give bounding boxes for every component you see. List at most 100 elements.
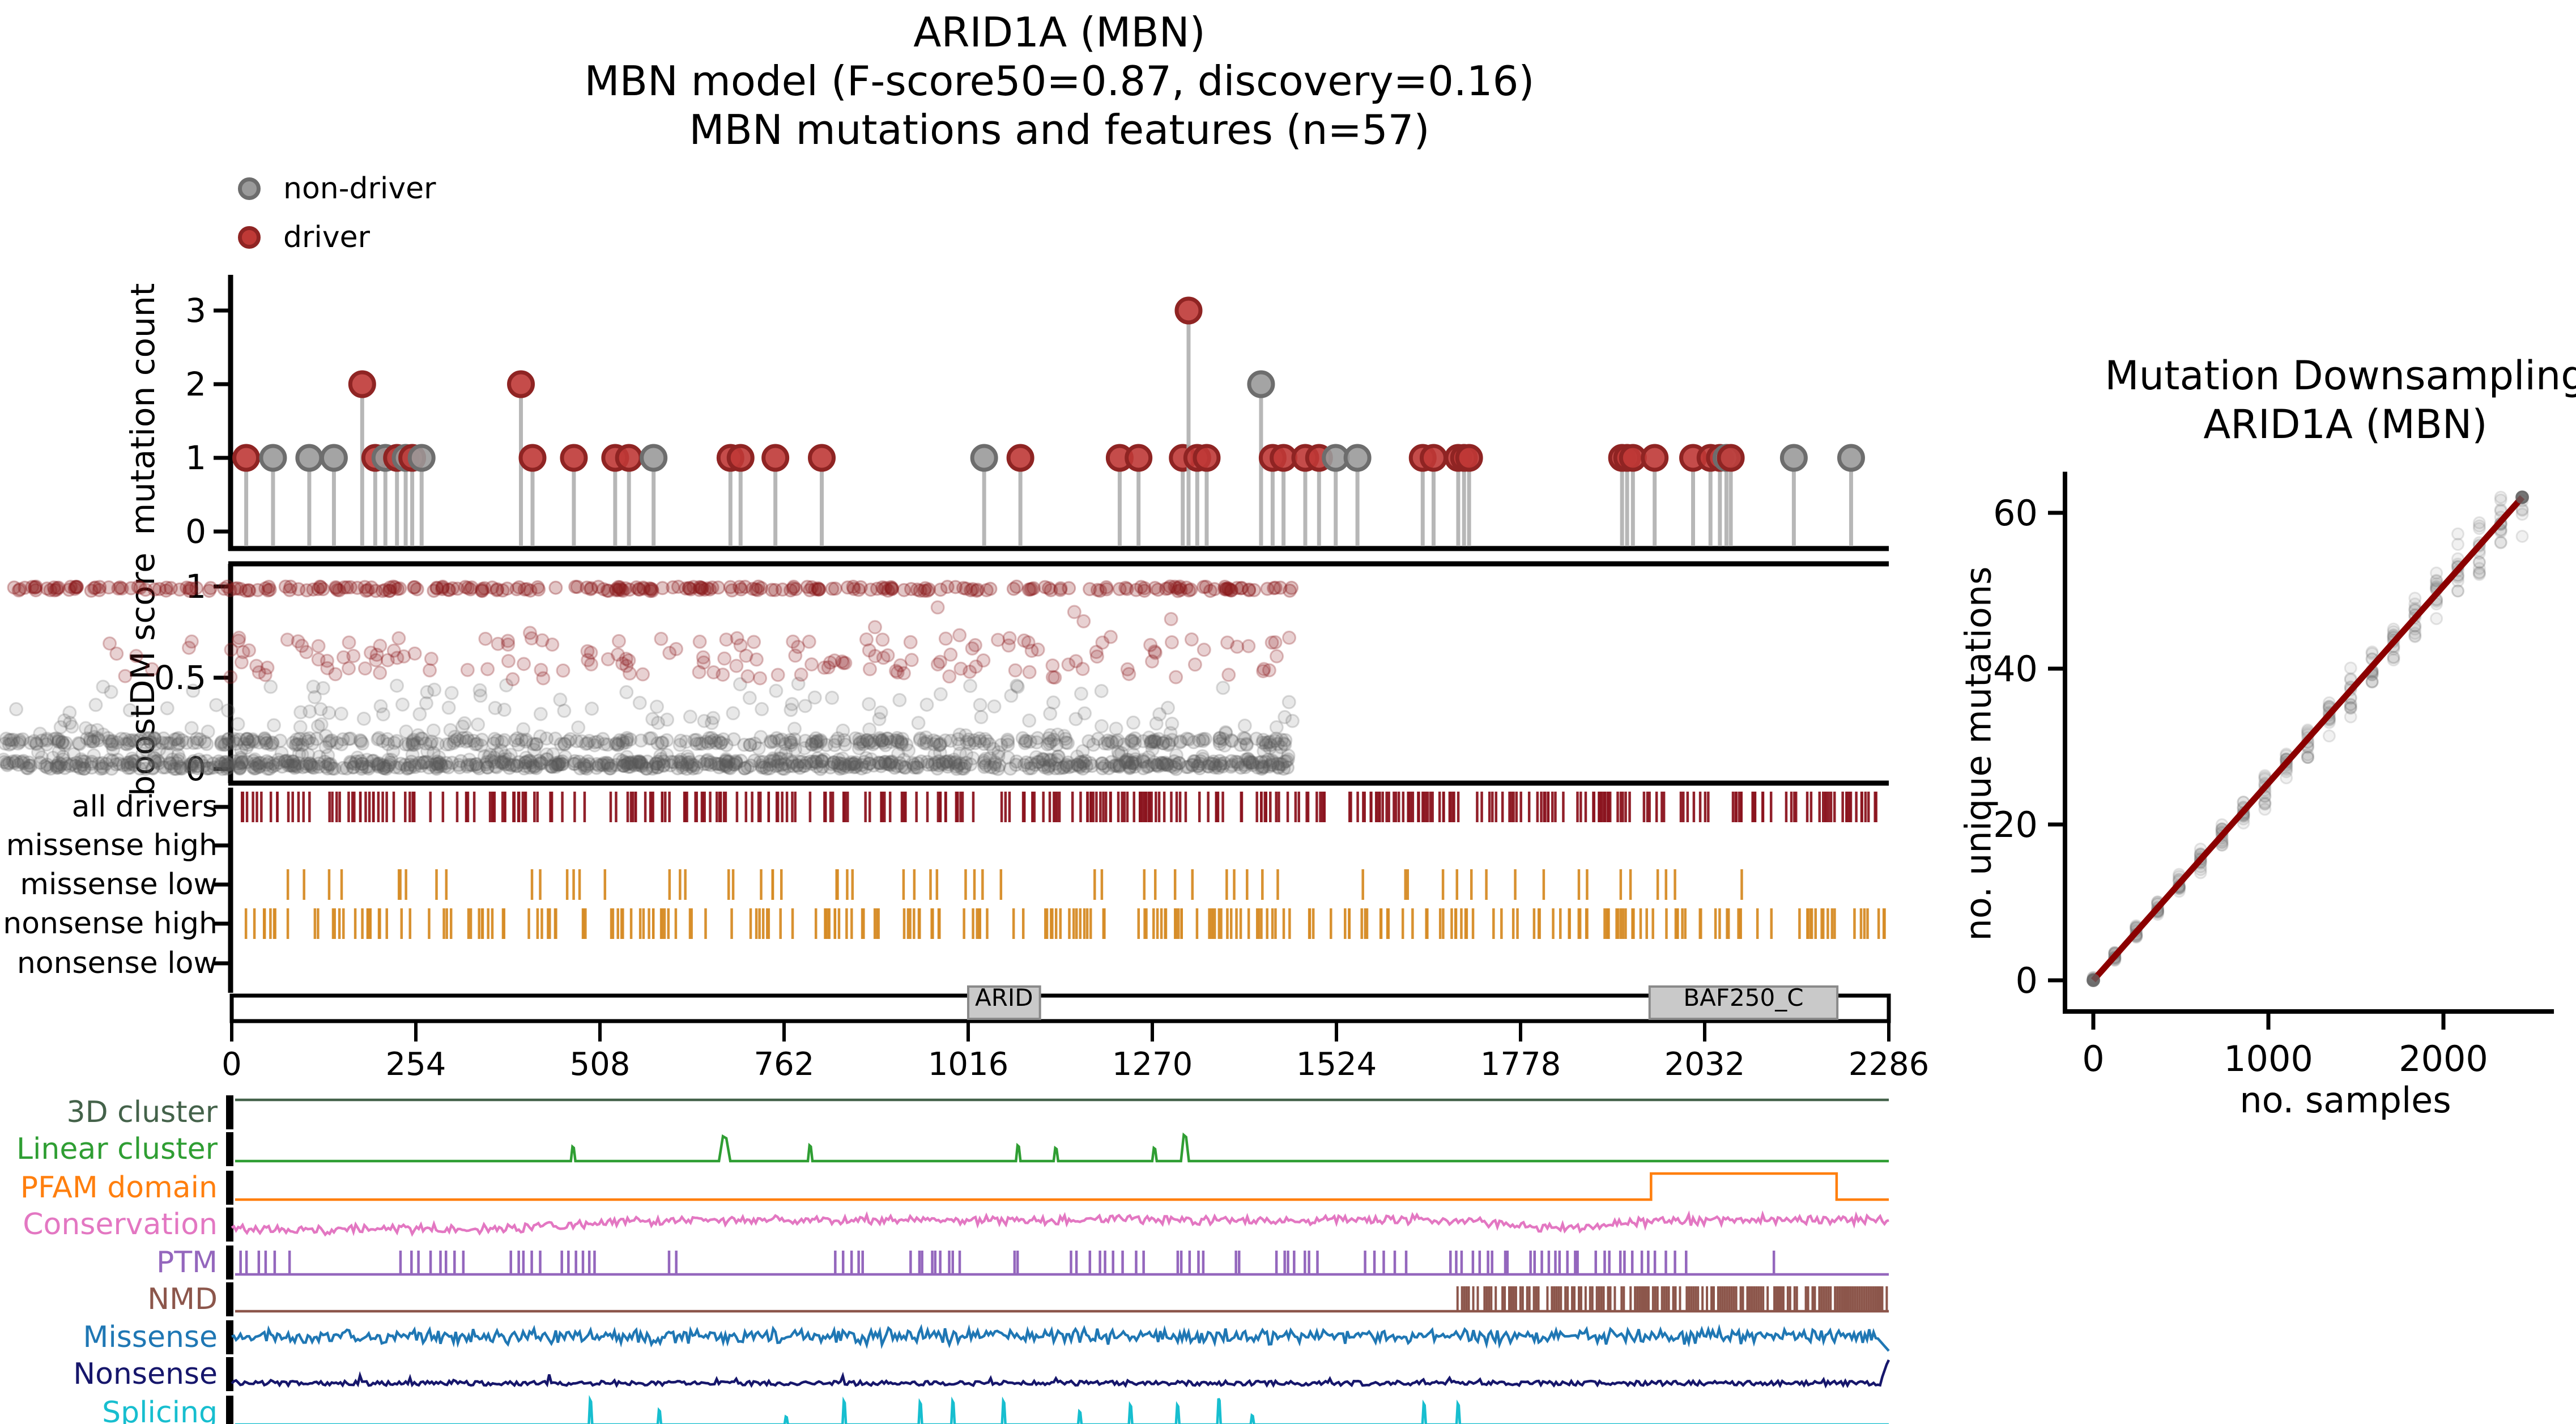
consequence-tick-mark [338,792,341,822]
boostdm-point [587,735,602,750]
consequence-tick-mark [1233,869,1236,900]
boostdm-point [972,731,987,746]
boostdm-point [376,734,390,749]
consequence-tick-mark [573,792,576,822]
boostdm-point [78,721,93,736]
boostdm-point [1262,741,1277,755]
boostdm-point [879,756,893,771]
boostdm-point [43,761,58,776]
boostdm-point [933,583,948,597]
boostdm-point [1229,581,1244,596]
boostdm-point [167,762,182,776]
boostdm-point [1085,759,1100,773]
boostdm-point [763,754,778,768]
boostdm-point [828,734,843,749]
boostdm-point [496,755,511,770]
boostdm-point [1249,732,1264,746]
boostdm-point [1233,760,1248,775]
boostdm-point [883,758,898,772]
boostdm-point [533,756,547,771]
boostdm-point [199,754,214,768]
consequence-tick-mark [785,792,789,822]
ptm-spike [1404,1251,1408,1274]
boostdm-point [1038,580,1053,594]
boostdm-point [303,704,317,719]
boostdm-point [313,579,327,594]
boostdm-point [353,733,368,748]
boostdm-point [875,632,890,647]
consequence-tick-mark [328,792,331,822]
boostdm-point [689,737,704,751]
boostdm-point [1243,755,1258,770]
boostdm-point [88,580,103,595]
boostdm-point [218,737,233,752]
boostdm-point [1279,754,1294,768]
boostdm-point [1237,719,1252,733]
domain-label-ARID: ARID [975,984,1033,1011]
boostdm-point [129,649,143,664]
boostdm-point [878,755,892,770]
boostdm-point [862,662,877,677]
boostdm-point [357,580,372,594]
consequence-tick-mark [888,792,892,822]
boostdm-point [551,756,566,771]
boostdm-point [1059,735,1074,750]
boostdm-point [539,752,554,767]
boostdm-point [479,755,494,770]
boostdm-point [96,679,110,694]
boostdm-point [1053,581,1068,596]
boostdm-point [872,731,887,746]
boostdm-point [22,755,36,770]
boostdm-point [335,732,350,747]
consequence-tick-mark [837,908,841,939]
boostdm-point [430,756,445,771]
boostdm-point [969,583,984,598]
boostdm-point [1262,734,1277,749]
boostdm-point [487,750,501,765]
boostdm-point [31,745,46,760]
boostdm-point [1280,752,1295,767]
boostdm-point [441,700,456,715]
nmd-bar [1811,1286,1814,1311]
consequence-track-label-nonsense-low: nonsense low [16,946,218,980]
boostdm-point [248,756,262,771]
protein-axis-tick [1519,1021,1522,1042]
consequence-tick-mark [539,869,542,900]
boostdm-point [570,580,585,594]
boostdm-point [549,759,564,774]
consequence-tick-mark [1042,792,1045,822]
lollipop-head-driver [761,444,790,472]
boostdm-point [410,582,424,597]
ptm-spike [948,1251,951,1274]
boostdm-point [1009,579,1024,594]
boostdm-point [743,738,757,753]
nmd-bar [1820,1286,1823,1311]
consequence-tick-mark [1102,792,1105,822]
boostdm-point [982,737,997,751]
consequence-tick-mark [685,792,688,822]
consequence-tick-mark [1174,908,1177,939]
consequence-tick-mark [260,792,263,822]
consequence-tick-mark [963,908,965,939]
boostdm-point [670,761,685,776]
driver-marker-icon [238,226,261,249]
nmd-bar [1501,1286,1504,1311]
boostdm-point [977,737,991,751]
ptm-spike [1685,1251,1688,1274]
consequence-tick-mark [445,869,448,900]
boostdm-point [280,754,295,768]
consequence-tick-mark [1105,792,1108,822]
boostdm-point [355,756,370,771]
consequence-tick-mark [775,792,778,822]
boostdm-point [852,737,867,751]
lollipop-head-non-driver [295,444,323,472]
boostdm-point [432,755,447,770]
consequence-tick-mark [917,908,921,939]
boostdm-point [953,756,968,771]
boostdm-point [83,734,98,749]
boostdm-point [1245,755,1260,770]
boostdm-point [388,580,402,595]
domain-label-BAF250_C: BAF250_C [1683,984,1803,1011]
consequence-tick-mark [1684,908,1687,939]
consequence-tick-mark [1639,908,1642,939]
